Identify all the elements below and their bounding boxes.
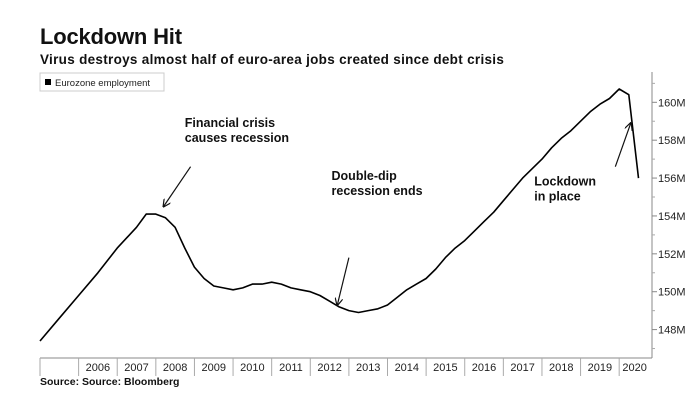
- annotation-line: Double-dip: [332, 169, 398, 183]
- annotation-arrow: [337, 257, 350, 305]
- y-tick-label: 150M: [658, 287, 686, 299]
- x-tick-label: 2011: [279, 362, 303, 374]
- y-tick-label: 156M: [658, 173, 686, 185]
- x-tick-label: 2007: [124, 362, 148, 374]
- annotation-line: Lockdown: [534, 175, 596, 189]
- x-tick-label: 2008: [163, 362, 187, 374]
- y-tick-label: 148M: [658, 325, 686, 337]
- x-tick-label: 2009: [202, 362, 226, 374]
- annotation-line: recession ends: [332, 184, 423, 198]
- y-tick-label: 152M: [658, 249, 686, 261]
- x-tick-label: 2019: [588, 362, 612, 374]
- legend-box: [39, 72, 165, 92]
- x-tick-label: 2018: [549, 362, 573, 374]
- x-tick-label: 2016: [472, 362, 496, 374]
- annotation-text: Lockdown in place: [534, 175, 596, 204]
- x-tick-label: 2006: [86, 362, 110, 374]
- x-tick-label: 2010: [240, 362, 264, 374]
- annotation-line: causes recession: [185, 131, 289, 145]
- annotation-text: Financial crisis causes recession: [185, 116, 289, 145]
- annotation: Double-dip recession ends: [332, 169, 423, 305]
- y-tick-label: 158M: [658, 135, 686, 147]
- annotation: Financial crisis causes recession: [164, 116, 289, 207]
- legend: Eurozone employment: [39, 72, 165, 92]
- x-tick-label: 2012: [317, 362, 341, 374]
- annotation-line: in place: [534, 190, 581, 204]
- x-tick-label: 2015: [433, 362, 457, 374]
- chart-title: Lockdown Hit: [40, 24, 182, 49]
- y-tick-label: 154M: [658, 211, 686, 223]
- y-tick-label: 160M: [658, 97, 686, 109]
- series-line: [39, 88, 640, 342]
- source-note: Source: Source: Bloomberg: [40, 376, 180, 388]
- annotation-text: Double-dip recession ends: [332, 169, 423, 198]
- annotation-arrow: [164, 166, 192, 207]
- annotation-arrow: [614, 123, 630, 167]
- annotation: Lockdown in place: [534, 123, 631, 204]
- x-tick-label: 2013: [356, 362, 380, 374]
- x-tick-label: 2014: [395, 362, 419, 374]
- chart-subtitle: Virus destroys almost half of euro-area …: [40, 52, 505, 67]
- legend-label: Eurozone employment: [55, 78, 150, 89]
- annotation-line: Financial crisis: [185, 116, 275, 130]
- legend-swatch: [45, 79, 51, 85]
- x-tick-label: 2020: [622, 362, 646, 374]
- x-tick-label: 2017: [510, 362, 534, 374]
